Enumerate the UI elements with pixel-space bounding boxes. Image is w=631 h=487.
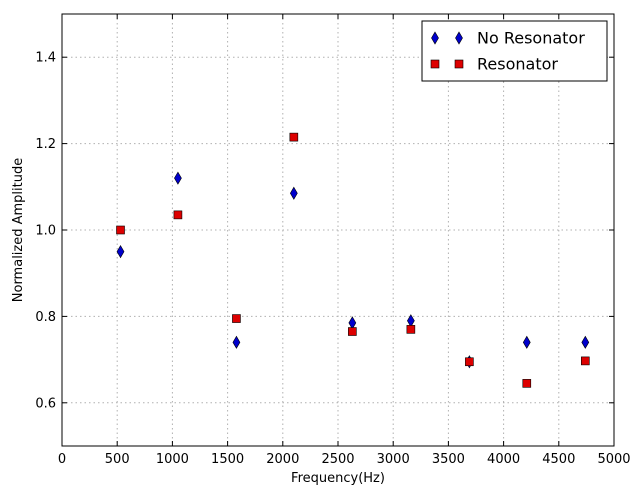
x-tick-label: 5000 bbox=[597, 452, 630, 467]
resonator-point bbox=[289, 132, 299, 142]
no-resonator-point bbox=[232, 335, 241, 349]
no-resonator-point bbox=[174, 171, 182, 185]
x-tick-label: 2500 bbox=[321, 452, 354, 467]
no-resonator-point bbox=[522, 335, 531, 349]
legend-no-resonator-label: No Resonator bbox=[477, 29, 585, 48]
x-tick-label: 1500 bbox=[211, 452, 244, 467]
x-tick-label: 4500 bbox=[542, 452, 575, 467]
legend-no-resonator-marker bbox=[455, 31, 463, 45]
legend: No Resonator Resonator bbox=[421, 20, 608, 82]
legend-resonator-marker bbox=[430, 59, 440, 69]
resonator-point bbox=[116, 225, 125, 235]
no-resonator-point bbox=[116, 245, 125, 259]
y-tick-label: 1.0 bbox=[35, 224, 56, 239]
legend-entries: No Resonator Resonator bbox=[430, 29, 585, 74]
resonator-point bbox=[232, 314, 241, 323]
legend-resonator-label: Resonator bbox=[477, 55, 558, 74]
resonator-point bbox=[348, 327, 357, 336]
x-tick-label: 4000 bbox=[487, 452, 520, 467]
no-resonator-point bbox=[289, 186, 298, 200]
y-axis-label: Normalized Amplitude bbox=[11, 158, 26, 302]
x-tick-label: 3500 bbox=[432, 452, 465, 467]
resonator-point bbox=[465, 357, 474, 367]
resonator-point bbox=[522, 379, 532, 388]
x-tick-label: 1000 bbox=[156, 452, 189, 467]
grid-lines bbox=[62, 14, 614, 446]
legend-resonator-marker bbox=[454, 59, 464, 69]
legend-no-resonator-marker bbox=[431, 31, 439, 45]
legend-box bbox=[421, 20, 608, 82]
y-tick-label: 0.6 bbox=[35, 396, 56, 411]
x-tick-label: 3000 bbox=[377, 452, 410, 467]
no-resonator-point bbox=[581, 335, 590, 349]
no-resonator-point bbox=[348, 316, 357, 330]
y-tick-label: 1.2 bbox=[35, 137, 56, 152]
y-tick-label: 0.8 bbox=[35, 310, 56, 325]
x-tick-label: 500 bbox=[105, 452, 130, 467]
resonator-point bbox=[580, 356, 590, 366]
x-axis-label: Frequency(Hz) bbox=[291, 471, 385, 486]
x-tick-label: 0 bbox=[58, 452, 66, 467]
data-markers bbox=[116, 132, 590, 388]
resonator-point bbox=[173, 210, 183, 220]
resonator-point bbox=[406, 325, 416, 334]
x-tick-label: 2000 bbox=[266, 452, 299, 467]
axis-ticks: 0 500 1000 1500 2000 2500 3000 3500 4000 4500 5000… bbox=[35, 14, 631, 467]
y-tick-label: 1.4 bbox=[35, 51, 56, 66]
